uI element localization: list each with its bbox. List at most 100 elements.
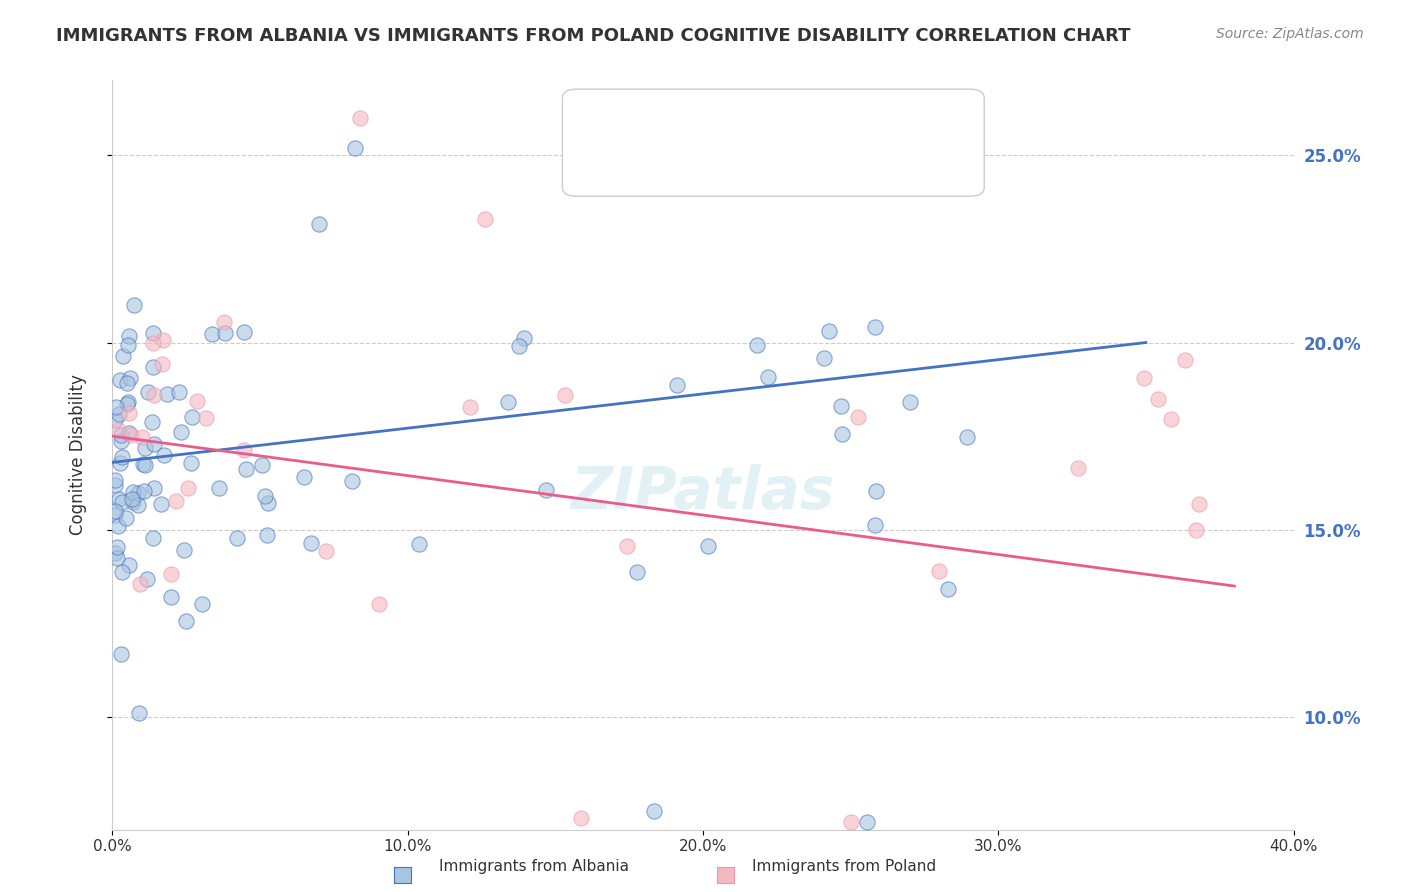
Immigrants from Albania — [108, 373, 131, 387]
Immigrants from Albania — [256, 496, 278, 510]
Immigrants from Albania — [134, 441, 156, 455]
Immigrants from Albania — [136, 572, 159, 586]
Immigrants from Poland — [152, 334, 174, 348]
Immigrants from Poland — [349, 111, 371, 125]
Immigrants from Poland — [118, 406, 141, 420]
Immigrants from Albania — [128, 706, 150, 720]
Immigrants from Albania — [142, 326, 165, 340]
Y-axis label: Cognitive Disability: Cognitive Disability — [69, 375, 87, 535]
Immigrants from Albania — [152, 448, 174, 462]
Immigrants from Poland — [195, 410, 218, 425]
Immigrants from Albania — [830, 399, 852, 413]
Immigrants from Albania — [253, 489, 276, 503]
Immigrants from Albania — [169, 425, 191, 439]
Immigrants from Albania — [104, 546, 127, 560]
Immigrants from Albania — [342, 474, 364, 488]
Immigrants from Poland — [368, 597, 391, 611]
Immigrants from Albania — [863, 518, 886, 533]
Immigrants from Albania — [225, 531, 247, 545]
Immigrants from Albania — [865, 484, 887, 499]
Immigrants from Albania — [936, 582, 959, 596]
Immigrants from Albania — [107, 519, 129, 533]
Immigrants from Poland — [928, 564, 950, 578]
Immigrants from Albania — [105, 541, 128, 555]
Immigrants from Poland — [458, 401, 481, 415]
Immigrants from Albania — [956, 430, 979, 444]
Immigrants from Albania — [665, 378, 688, 392]
Immigrants from Poland — [846, 409, 869, 424]
Immigrants from Poland — [186, 394, 208, 409]
Immigrants from Poland — [1067, 460, 1090, 475]
Immigrants from Poland — [212, 316, 235, 330]
Immigrants from Albania — [235, 462, 257, 476]
Immigrants from Albania — [508, 338, 530, 352]
Immigrants from Albania — [256, 528, 278, 542]
Immigrants from Albania — [174, 614, 197, 628]
Immigrants from Albania — [117, 394, 139, 409]
Immigrants from Poland — [1184, 523, 1206, 537]
Immigrants from Albania — [115, 376, 138, 390]
Immigrants from Albania — [513, 331, 536, 345]
Immigrants from Poland — [165, 494, 187, 508]
Immigrants from Albania — [141, 415, 163, 429]
Immigrants from Albania — [105, 550, 128, 565]
Immigrants from Albania — [143, 481, 166, 495]
Immigrants from Poland — [150, 357, 173, 371]
Immigrants from Albania — [190, 597, 212, 611]
Immigrants from Albania — [180, 456, 202, 470]
Immigrants from Albania — [117, 558, 139, 572]
Immigrants from Albania — [118, 425, 141, 440]
Text: Immigrants from Poland: Immigrants from Poland — [752, 859, 935, 874]
Text: Source: ZipAtlas.com: Source: ZipAtlas.com — [1216, 27, 1364, 41]
Immigrants from Albania — [104, 473, 127, 487]
Immigrants from Albania — [121, 491, 143, 506]
Immigrants from Albania — [134, 484, 156, 499]
Immigrants from Poland — [1147, 392, 1170, 406]
Immigrants from Poland — [315, 543, 337, 558]
Immigrants from Albania — [745, 338, 768, 352]
Immigrants from Albania — [626, 565, 648, 579]
Immigrants from Albania — [898, 395, 921, 409]
Immigrants from Poland — [1174, 352, 1197, 367]
Immigrants from Albania — [110, 434, 132, 448]
Immigrants from Albania — [121, 484, 143, 499]
Immigrants from Albania — [299, 536, 322, 550]
Immigrants from Albania — [104, 508, 127, 522]
Text: Immigrants from Albania: Immigrants from Albania — [439, 859, 630, 874]
Immigrants from Albania — [156, 387, 179, 401]
Immigrants from Poland — [839, 815, 862, 830]
Immigrants from Albania — [104, 413, 127, 427]
Immigrants from Albania — [122, 495, 145, 509]
Immigrants from Albania — [111, 450, 134, 465]
Immigrants from Albania — [344, 141, 367, 155]
Immigrants from Albania — [110, 428, 132, 442]
Immigrants from Albania — [167, 384, 190, 399]
Immigrants from Poland — [1188, 497, 1211, 511]
Immigrants from Poland — [474, 212, 496, 227]
Immigrants from Albania — [108, 492, 131, 507]
Immigrants from Albania — [136, 385, 159, 400]
Immigrants from Poland — [142, 388, 165, 402]
Immigrants from Poland — [177, 481, 200, 495]
Immigrants from Poland — [1160, 411, 1182, 425]
Immigrants from Poland — [1133, 371, 1156, 385]
Immigrants from Albania — [817, 325, 839, 339]
Immigrants from Albania — [104, 477, 127, 491]
Immigrants from Albania — [124, 298, 146, 312]
Immigrants from Albania — [108, 408, 131, 422]
Text: R = -0.086  N = 34: R = -0.086 N = 34 — [605, 165, 785, 183]
Immigrants from Albania — [117, 329, 139, 343]
Immigrants from Albania — [534, 483, 557, 497]
Immigrants from Albania — [127, 486, 149, 500]
Immigrants from Albania — [159, 590, 181, 604]
Immigrants from Albania — [115, 397, 138, 411]
Immigrants from Albania — [308, 217, 330, 231]
Immigrants from Albania — [696, 540, 718, 554]
Immigrants from Poland — [128, 577, 150, 591]
Immigrants from Albania — [643, 804, 665, 818]
Immigrants from Poland — [616, 540, 638, 554]
Immigrants from Albania — [104, 504, 127, 518]
Immigrants from Albania — [250, 458, 273, 472]
Immigrants from Poland — [141, 336, 163, 351]
Immigrants from Poland — [232, 442, 254, 457]
